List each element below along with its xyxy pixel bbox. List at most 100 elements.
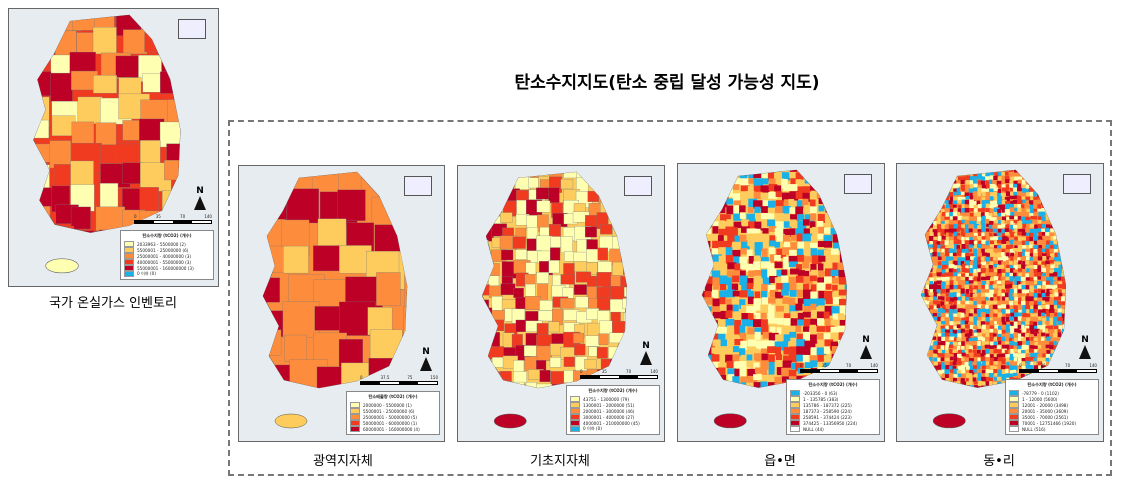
region-cell [944,252,950,257]
region-cell [789,346,799,356]
region-cell [988,248,994,253]
region-cell [941,332,947,337]
region-cell [1045,184,1049,190]
region-cell [1013,172,1019,177]
region-cell [789,282,799,292]
region-cell [917,378,921,382]
region-cell [956,227,960,232]
region-cell [1037,179,1041,184]
region-cell [985,228,990,233]
region-cell [1017,356,1023,362]
region-cell [985,184,991,188]
region-cell [976,221,981,225]
region-cell [1045,224,1051,230]
legend-label: -78779 - 0 (1102) [1022,390,1059,396]
region-cell [727,262,737,270]
region-cell [941,293,948,298]
region-cell [1049,240,1055,246]
region-cell [929,281,934,286]
region-cell [705,205,714,213]
region-cell [797,241,806,251]
scale-tick: 37.5 [380,375,390,380]
region-cell [989,252,996,257]
region-cell [810,263,817,272]
legend-label: 1 - 135785 (383) [803,396,839,402]
region-cell [832,242,842,250]
region-cell [1013,259,1017,265]
region-cell [760,257,769,265]
region-cell [776,164,782,170]
region-cell [1049,273,1055,278]
region-cell [960,312,965,319]
region-cell [1042,170,1046,173]
legend-label: 135786 - 187372 (225) [803,402,852,408]
region-cell [824,227,834,234]
region-cell [1046,252,1052,258]
region-cell [739,170,748,180]
region-cell [788,340,796,349]
region-cell [802,192,811,202]
region-cell [997,183,1004,189]
region-cell [945,195,949,201]
region-cell [961,341,965,346]
region-cell [797,319,805,326]
region-cell [760,261,771,269]
region-cell [962,176,967,182]
region-cell [957,333,962,339]
region-cell [969,369,975,376]
region-cell [796,283,807,290]
region-cell [768,332,779,343]
region-cell [993,281,999,286]
region-cell [986,253,991,259]
region-cell [969,297,975,303]
region-cell [1014,276,1019,281]
region-cell [818,255,826,262]
region-cell [944,260,950,266]
map-legend: 탄소수지량 (tCO2) (개수) -203356 - 0 (63) 1 - 135… [786,379,880,435]
region-cell [969,381,973,387]
region-cell [1050,228,1056,233]
region-cell [754,206,761,215]
region-cell [969,345,975,350]
region-cell [948,224,955,229]
region-cell [1016,176,1023,180]
region-cell [961,300,967,305]
region-cell [997,385,1002,388]
region-cell [1017,236,1022,242]
region-cell [1028,348,1034,353]
region-cell [1009,333,1014,340]
region-cell [932,332,937,337]
region-cell [1037,353,1041,358]
region-cell [969,220,974,225]
region-cell [788,276,798,286]
region-cell [1010,232,1016,238]
region-cell [1049,176,1055,182]
region-cell [981,223,986,229]
region-cell [1001,233,1006,239]
region-cell [921,309,927,314]
region-cell [1057,296,1062,301]
region-cell [1061,313,1066,318]
region-cell [981,324,987,331]
region-cell [1002,199,1007,205]
region-cell [981,292,986,298]
region-cell [1021,344,1027,350]
region-cell [1014,236,1019,241]
region-cell [985,333,991,338]
region-cell [1046,164,1051,169]
region-cell [929,289,934,294]
region-cell [969,325,976,331]
carbon-balance-maps-group [228,120,1112,476]
choropleth [701,164,848,429]
region-cell [1049,345,1055,350]
region-cell [921,349,922,353]
region-cell [1050,264,1056,269]
region-cell [956,370,962,374]
region-cell [1004,228,1009,233]
region-cell [747,327,756,335]
region-cell [1053,240,1057,244]
region-cell [845,305,847,313]
region-cell [845,298,847,308]
scale-tick: 140 [204,214,212,219]
region-cell [989,312,995,318]
